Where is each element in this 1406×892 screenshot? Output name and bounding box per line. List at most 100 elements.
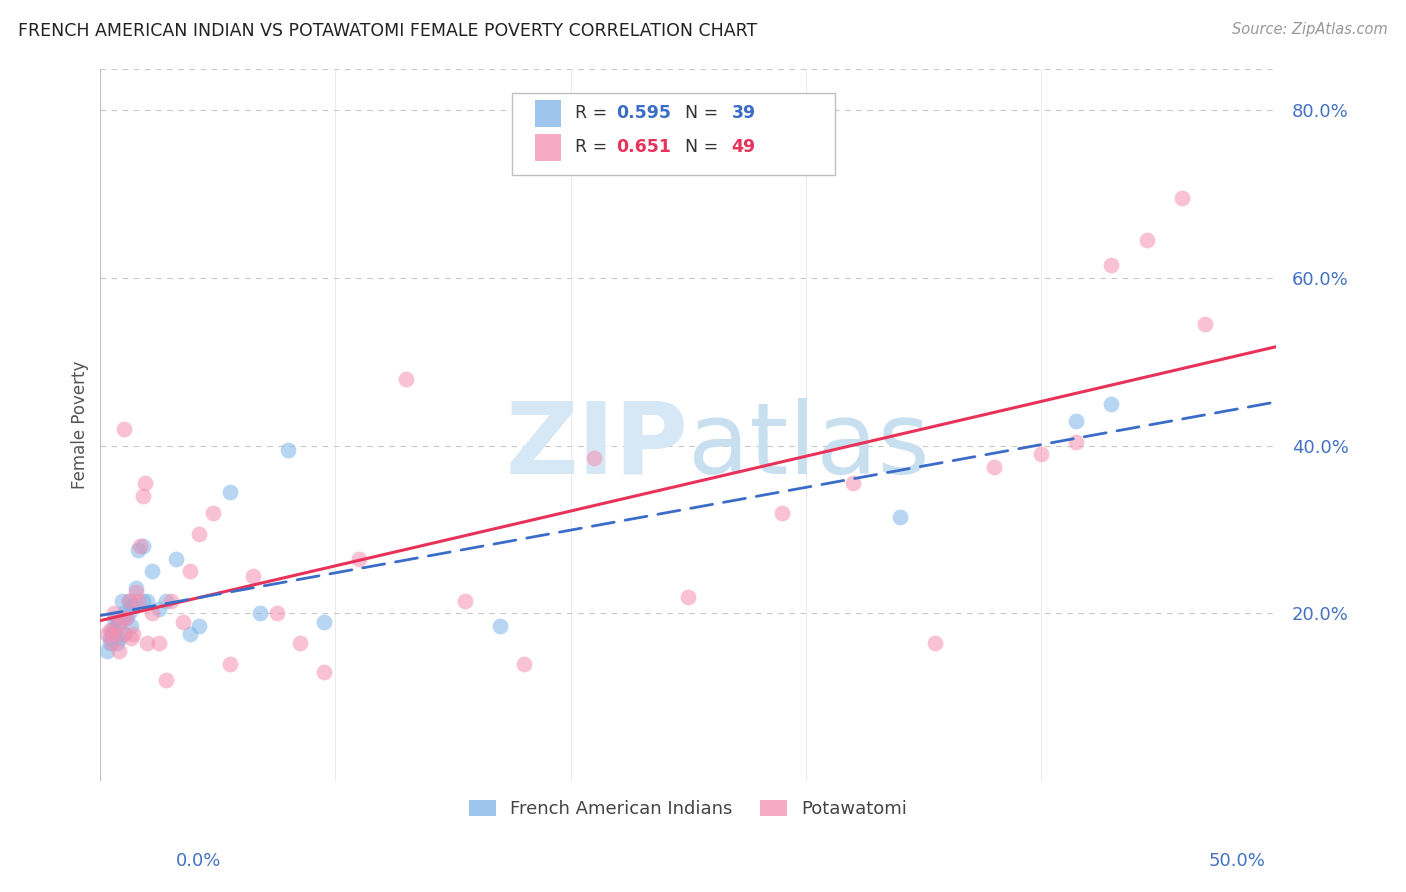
Point [179,627,201,641]
Point [583,451,606,466]
Text: N =: N = [685,104,723,122]
Text: 49: 49 [731,138,756,156]
Point [122,627,145,641]
Point [112,627,135,641]
Point [179,565,201,579]
Point [218,657,240,671]
Point [165,552,187,566]
Point [141,565,163,579]
Point [108,632,131,646]
Point [155,594,177,608]
Point [277,442,299,457]
Point [101,636,124,650]
Point [120,632,142,646]
Point [101,623,124,637]
Point [148,602,170,616]
Point [1029,447,1052,461]
Point [202,506,225,520]
Point [110,610,132,624]
Text: 0.595: 0.595 [616,104,672,122]
Text: 0.651: 0.651 [616,138,672,156]
Point [103,610,125,624]
Point [188,619,211,633]
Point [512,657,534,671]
FancyBboxPatch shape [536,134,561,161]
Point [127,594,149,608]
Point [1136,233,1159,247]
Text: 50.0%: 50.0% [1209,852,1265,870]
Point [103,607,125,621]
Point [290,636,312,650]
Point [98,636,121,650]
Point [131,539,153,553]
Point [136,594,159,608]
Point [1099,397,1122,411]
Text: N =: N = [685,138,723,156]
Point [120,619,142,633]
Point [395,372,418,386]
Point [105,619,128,633]
Point [155,673,177,688]
Point [148,636,170,650]
Point [347,552,370,566]
Point [112,607,135,621]
Point [108,615,131,629]
Point [188,526,211,541]
Point [134,476,156,491]
Point [983,459,1005,474]
FancyBboxPatch shape [512,94,835,176]
Point [242,568,264,582]
Point [1171,191,1194,205]
Point [266,607,288,621]
Point [124,585,146,599]
Legend: French American Indians, Potawatomi: French American Indians, Potawatomi [461,793,914,825]
Point [1064,413,1087,427]
FancyBboxPatch shape [536,100,561,127]
Point [1064,434,1087,449]
Text: atlas: atlas [688,398,929,495]
Point [108,644,131,658]
Point [105,610,128,624]
Point [489,619,512,633]
Point [141,607,163,621]
Point [172,615,194,629]
Point [117,594,139,608]
Point [160,594,183,608]
Point [454,594,477,608]
Point [770,506,793,520]
Point [129,539,152,553]
Point [842,476,865,491]
Text: R =: R = [575,138,613,156]
Point [312,615,335,629]
Point [1099,259,1122,273]
Point [112,422,135,436]
Point [136,636,159,650]
Point [96,627,118,641]
Text: Source: ZipAtlas.com: Source: ZipAtlas.com [1232,22,1388,37]
Point [131,489,153,503]
Point [103,627,125,641]
Point [122,598,145,612]
Point [312,665,335,679]
Point [115,610,138,624]
Point [127,543,149,558]
Point [117,607,139,621]
Text: R =: R = [575,104,613,122]
Point [924,636,946,650]
Point [218,484,240,499]
Point [120,598,142,612]
Point [117,594,139,608]
Point [105,636,128,650]
Point [103,623,125,637]
Point [115,610,138,624]
Point [112,627,135,641]
Text: FRENCH AMERICAN INDIAN VS POTAWATOMI FEMALE POVERTY CORRELATION CHART: FRENCH AMERICAN INDIAN VS POTAWATOMI FEM… [18,22,758,40]
Point [131,594,153,608]
Text: 0.0%: 0.0% [176,852,221,870]
Point [96,644,118,658]
Point [1194,317,1216,331]
Text: 39: 39 [731,104,756,122]
Point [98,623,121,637]
Point [110,594,132,608]
Point [98,632,121,646]
